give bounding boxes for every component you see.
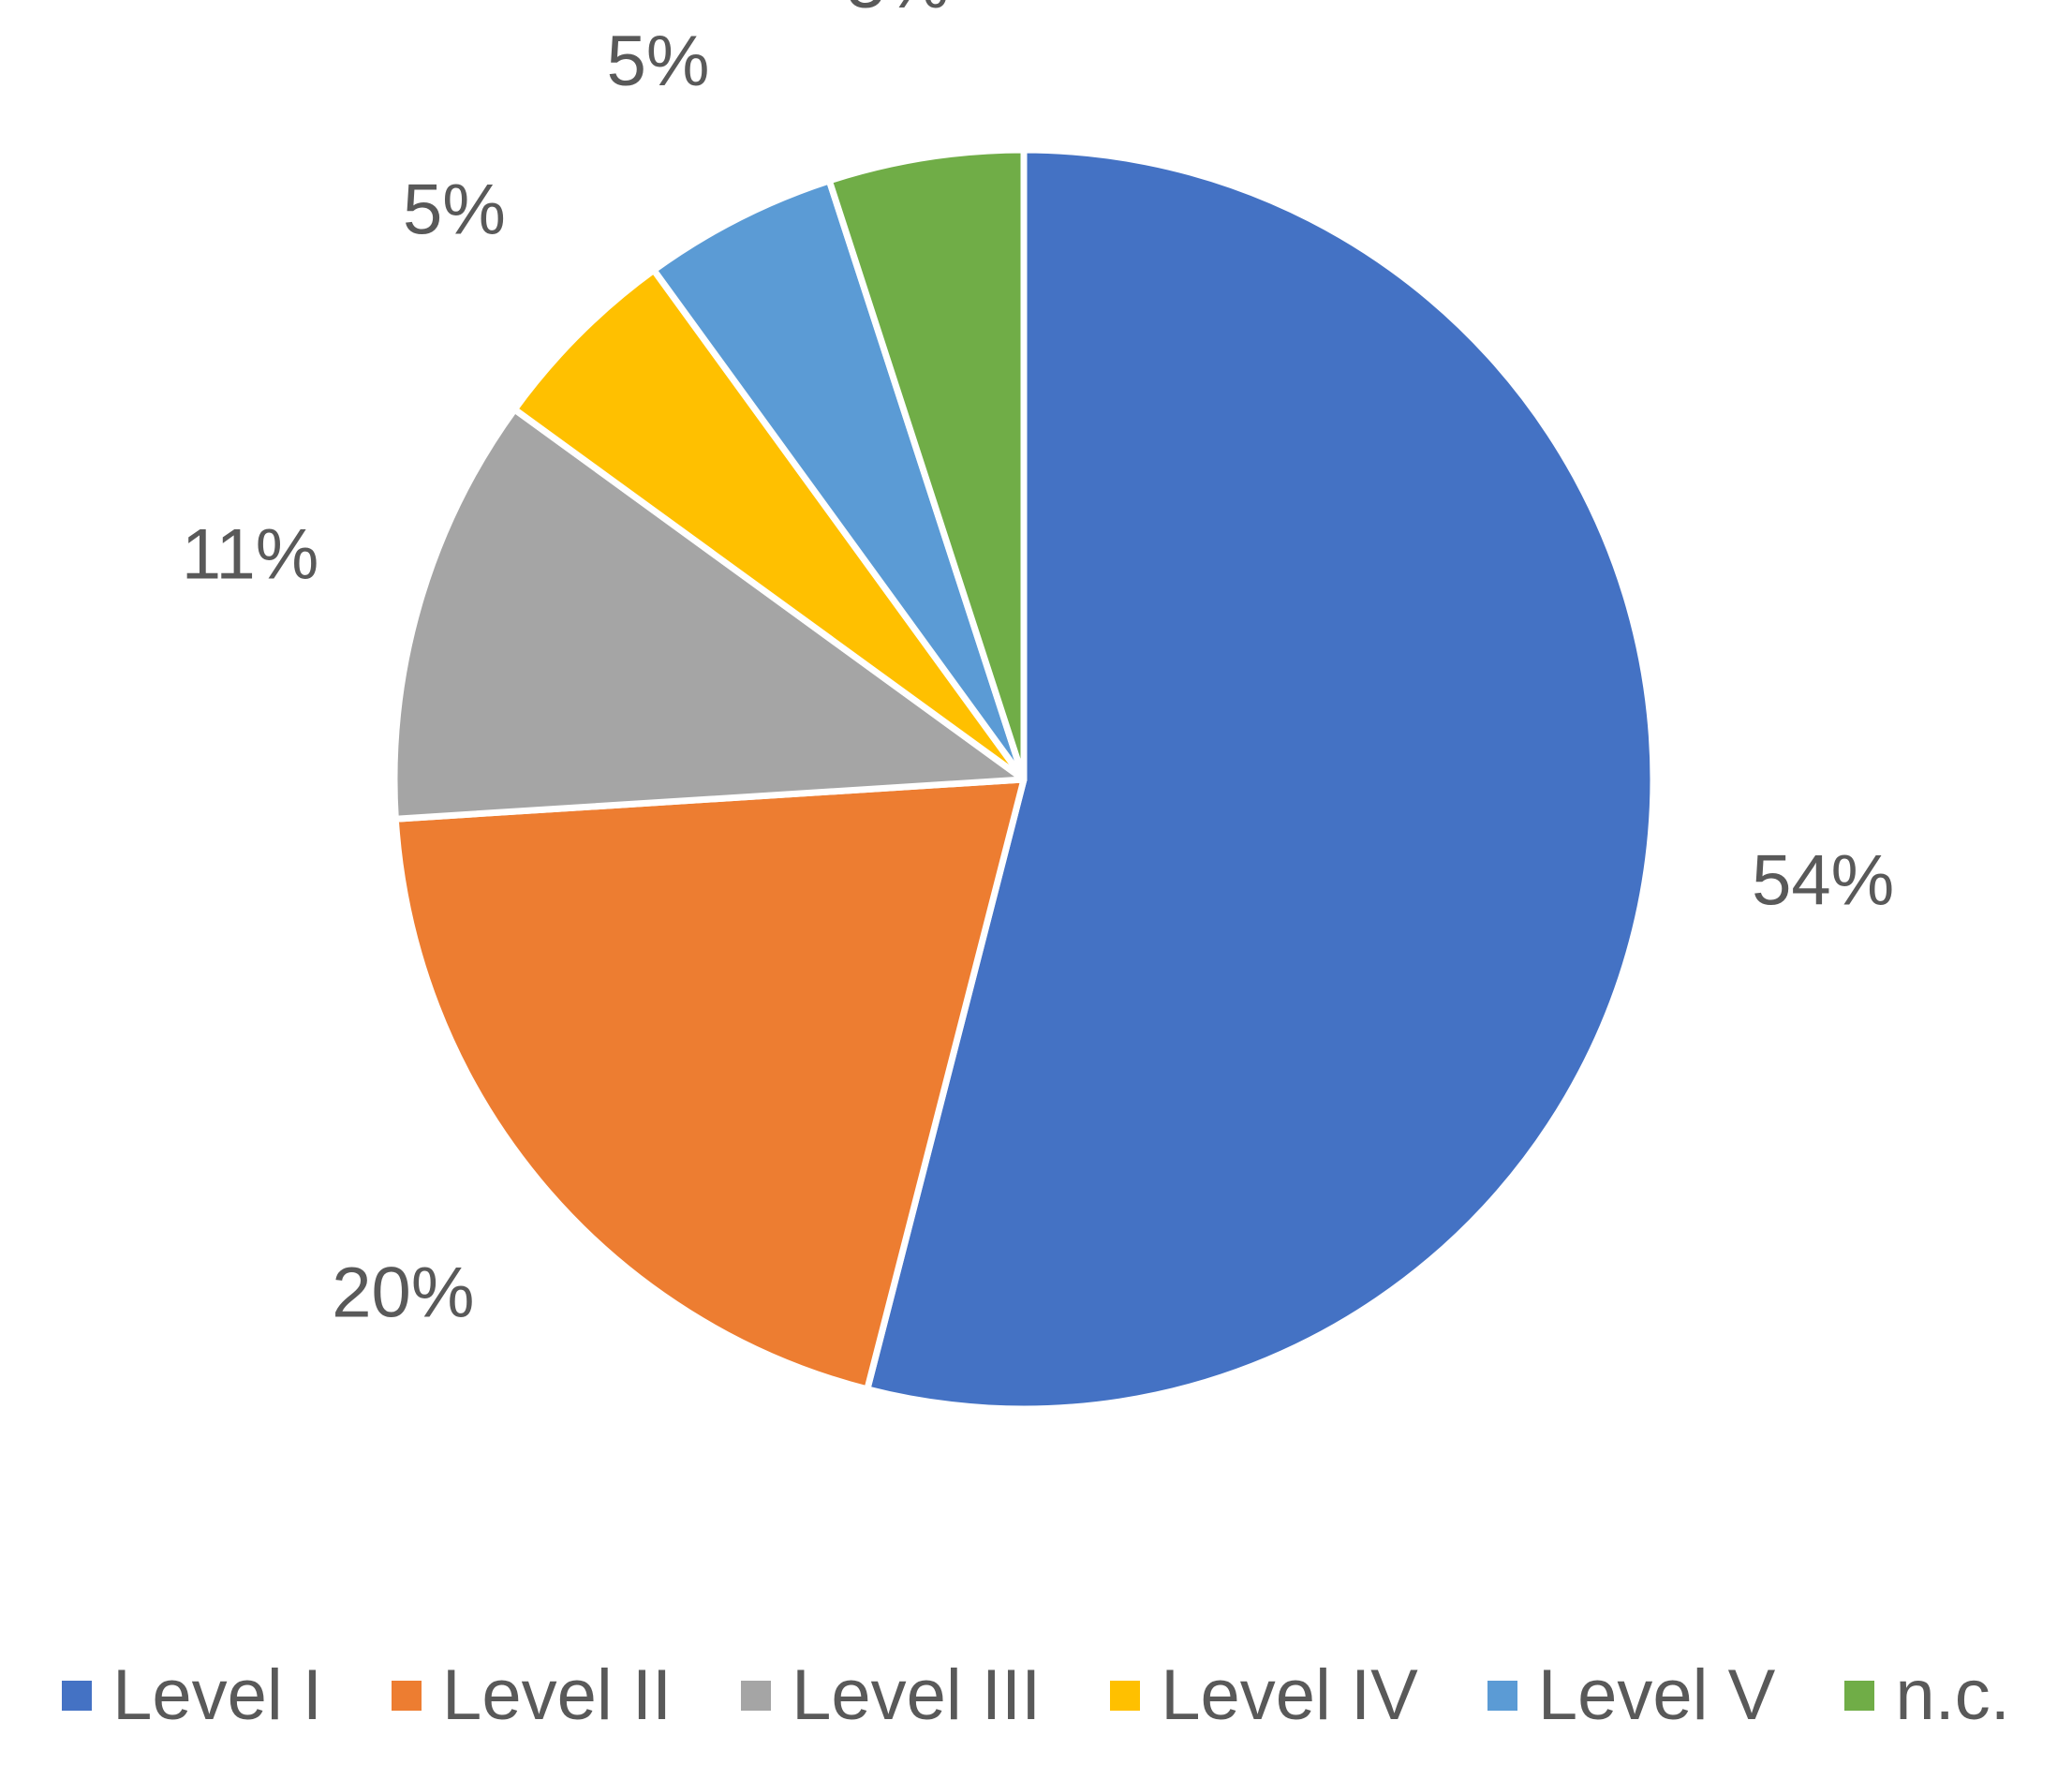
- data-label-level-v: 5%: [607, 22, 710, 101]
- legend-label-level-i: Level I: [112, 1655, 323, 1735]
- legend-item-level-ii: Level II: [392, 1660, 672, 1731]
- legend-label-level-v: Level V: [1537, 1655, 1776, 1735]
- data-label-level-i: 54%: [1752, 840, 1894, 920]
- data-label-nc: 5%: [847, 0, 950, 23]
- legend-swatch-level-v: [1487, 1681, 1517, 1711]
- legend-swatch-nc: [1844, 1681, 1875, 1711]
- legend-item-level-v: Level V: [1487, 1655, 1776, 1735]
- legend-label-level-ii: Level II: [442, 1655, 673, 1735]
- legend-swatch-level-iv: [1110, 1681, 1141, 1711]
- legend-item-level-iv: Level IV: [1110, 1660, 1418, 1731]
- pie-slice-level-iv: [511, 266, 1028, 783]
- pie-slice-level-v: [650, 177, 1028, 783]
- legend-label-level-iii: Level III: [792, 1655, 1042, 1735]
- legend: Level I Level II Level III Level IV Level V n…: [0, 1649, 2072, 1743]
- pie-slice-level-ii: [392, 776, 1028, 1393]
- data-label-level-iii: 11%: [182, 515, 318, 595]
- legend-swatch-level-iii: [741, 1681, 772, 1711]
- pie-slice-level-i: [864, 146, 1657, 1413]
- legend-swatch-level-i: [62, 1681, 93, 1711]
- legend-item-level-i: Level I: [62, 1660, 322, 1731]
- pie-plot-area: 54% 20% 11% 5% 5% 5%: [181, 0, 1895, 1413]
- pie-slice-nc: [825, 146, 1028, 783]
- legend-swatch-level-ii: [392, 1681, 422, 1711]
- data-label-level-ii: 20%: [332, 1253, 474, 1333]
- legend-label-level-iv: Level IV: [1161, 1655, 1418, 1735]
- legend-label-nc: n.c.: [1895, 1655, 2010, 1735]
- legend-item-nc: n.c.: [1844, 1660, 2010, 1731]
- data-label-level-iv: 5%: [403, 170, 506, 249]
- pie-slice-level-iii: [391, 406, 1028, 823]
- legend-item-level-iii: Level III: [741, 1660, 1041, 1731]
